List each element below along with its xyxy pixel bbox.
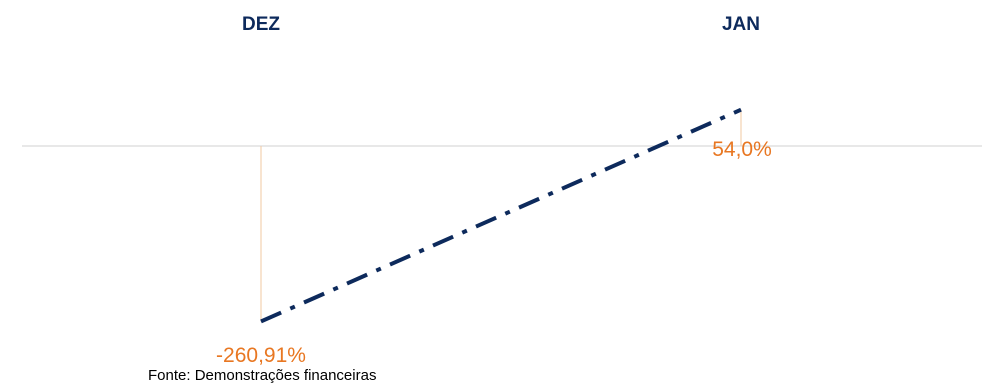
data-label-jan: 54,0% [712,138,772,161]
series-line [260,107,742,324]
category-label-dez: DEZ [242,14,280,35]
source-note: Fonte: Demonstrações financeiras [148,367,377,384]
category-label-jan: JAN [722,14,760,35]
data-label-dez: -260,91% [216,344,306,367]
